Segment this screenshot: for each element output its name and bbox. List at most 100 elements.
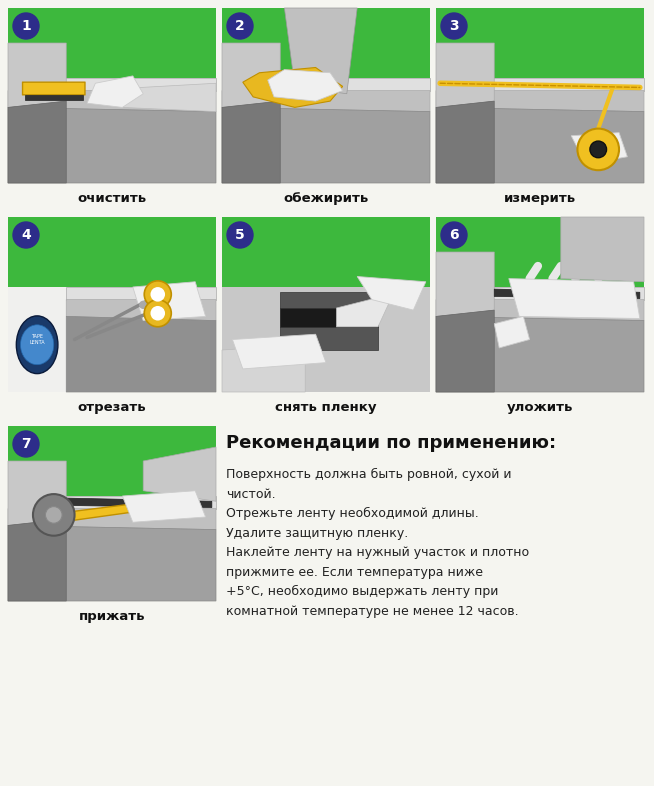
Polygon shape [8, 78, 216, 90]
Polygon shape [243, 68, 343, 108]
Text: Рекомендации по применению:: Рекомендации по применению: [226, 434, 556, 452]
Polygon shape [267, 70, 343, 101]
Ellipse shape [16, 316, 58, 373]
Circle shape [227, 222, 253, 248]
Polygon shape [284, 8, 357, 94]
Polygon shape [8, 108, 216, 183]
Polygon shape [336, 281, 399, 327]
Polygon shape [436, 78, 644, 90]
Ellipse shape [20, 325, 54, 365]
Polygon shape [122, 490, 205, 522]
Polygon shape [87, 76, 143, 108]
Text: 1: 1 [21, 19, 31, 33]
Circle shape [145, 281, 171, 308]
Polygon shape [122, 83, 216, 112]
Text: обежирить: обежирить [283, 192, 369, 205]
Text: 3: 3 [449, 19, 459, 33]
Polygon shape [8, 509, 216, 530]
Polygon shape [8, 496, 216, 509]
Polygon shape [71, 501, 158, 520]
Bar [25, 95, 83, 100]
Bar [222, 217, 430, 287]
Text: уложить: уложить [507, 401, 573, 414]
Polygon shape [143, 447, 216, 501]
Polygon shape [436, 108, 644, 183]
Text: 6: 6 [449, 228, 459, 242]
Bar [8, 217, 216, 392]
Polygon shape [281, 308, 378, 327]
Text: измерить: измерить [504, 192, 576, 205]
Polygon shape [66, 299, 216, 321]
Polygon shape [436, 299, 644, 321]
Polygon shape [232, 334, 326, 369]
Circle shape [150, 306, 165, 321]
Text: 7: 7 [21, 437, 31, 451]
Circle shape [590, 141, 606, 158]
Circle shape [150, 287, 165, 302]
Polygon shape [8, 525, 216, 601]
Text: отрезать: отрезать [78, 401, 146, 414]
Circle shape [139, 301, 147, 309]
Polygon shape [436, 90, 644, 112]
Polygon shape [494, 317, 530, 348]
FancyBboxPatch shape [22, 83, 85, 95]
Bar [222, 8, 430, 183]
Bar [8, 426, 216, 496]
Bar [222, 217, 430, 392]
Circle shape [13, 222, 39, 248]
Polygon shape [494, 289, 640, 299]
Polygon shape [571, 133, 627, 164]
Bar [8, 8, 216, 183]
Bar [8, 8, 216, 78]
Circle shape [441, 222, 467, 248]
Text: 5: 5 [235, 228, 245, 242]
Circle shape [441, 13, 467, 39]
Bar [436, 8, 644, 183]
Text: снять пленку: снять пленку [275, 401, 377, 414]
Polygon shape [133, 281, 205, 321]
Text: 2: 2 [235, 19, 245, 33]
Text: прижать: прижать [78, 610, 145, 623]
Circle shape [33, 494, 75, 536]
Polygon shape [222, 78, 430, 90]
Bar [222, 8, 430, 78]
Bar [222, 287, 430, 392]
Bar [8, 217, 216, 287]
Polygon shape [8, 90, 216, 112]
Polygon shape [281, 292, 378, 350]
Polygon shape [8, 519, 66, 601]
Text: TAPE
LENTA: TAPE LENTA [29, 334, 45, 345]
Polygon shape [222, 101, 281, 183]
Polygon shape [509, 278, 640, 318]
Polygon shape [222, 345, 305, 392]
Bar [436, 217, 644, 287]
Circle shape [13, 13, 39, 39]
Polygon shape [436, 287, 644, 299]
Polygon shape [436, 317, 644, 392]
Polygon shape [222, 43, 281, 108]
Circle shape [13, 431, 39, 457]
Text: 4: 4 [21, 228, 31, 242]
Polygon shape [8, 101, 66, 183]
Polygon shape [436, 101, 494, 183]
Polygon shape [66, 317, 216, 392]
Polygon shape [66, 498, 212, 508]
Polygon shape [222, 108, 430, 183]
Polygon shape [357, 277, 426, 310]
Polygon shape [436, 43, 494, 108]
Polygon shape [560, 217, 644, 281]
Circle shape [145, 299, 171, 327]
Bar [436, 217, 644, 392]
Circle shape [577, 129, 619, 171]
Circle shape [227, 13, 253, 39]
Polygon shape [222, 90, 430, 112]
Circle shape [45, 507, 62, 523]
Polygon shape [66, 287, 216, 299]
Bar [8, 426, 216, 601]
Polygon shape [8, 461, 66, 525]
Bar [436, 8, 644, 78]
Text: Поверхность должна быть ровной, сухой и
чистой.
Отрежьте ленту необходимой длины: Поверхность должна быть ровной, сухой и … [226, 468, 529, 618]
Polygon shape [436, 252, 494, 317]
Polygon shape [8, 43, 66, 108]
Text: очистить: очистить [77, 192, 146, 205]
